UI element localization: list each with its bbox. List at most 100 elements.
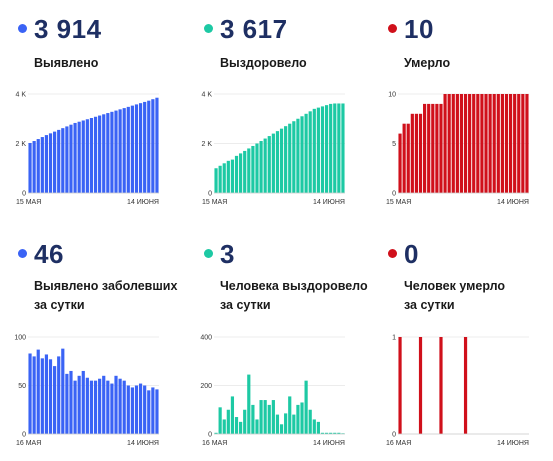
stat-label: Выздоровело [220,56,307,70]
bar [130,105,134,193]
bar [410,113,414,193]
bar [234,155,239,193]
bar [496,94,500,193]
bar [455,94,459,193]
y-tick-label: 0 [392,432,396,439]
chart-deaths: 10 5 015 МАЯ 14 ИЮНЯ [386,92,529,206]
y-tick-label: 200 [200,383,212,390]
panel-header: 0 [386,239,553,279]
panel-daily-deaths: 0 Человек умерло за сутки 1 0 16 МАЯ 14 ИЮН… [386,239,553,454]
bar [151,387,155,434]
bar [476,94,480,193]
bar [292,414,296,434]
chart-confirmed: 4 K 2 K 015 МАЯ 14 ИЮНЯ [15,92,159,206]
bar [337,103,341,193]
x-tick-label: 16 МАЯ [202,440,227,447]
bar [134,104,139,193]
bar [504,94,509,193]
bar [472,94,476,193]
bar [32,141,36,193]
bar [214,168,218,193]
bar [32,356,36,434]
bar [147,100,151,193]
stat-value: 10 [404,14,434,44]
bar [300,402,304,434]
bar [218,165,222,193]
bar [329,432,333,434]
bar [414,113,419,193]
bar [65,373,69,434]
bar [418,337,423,434]
bar [468,94,472,193]
bar [93,380,98,434]
bar [226,160,230,193]
bar [130,387,134,434]
bar [134,385,139,434]
chart-recovered: 4 K 2 K 015 МАЯ 14 ИЮНЯ [201,92,345,206]
x-tick-label: 14 ИЮНЯ [127,199,159,206]
bar [439,337,443,434]
bar [239,153,243,193]
y-tick-label: 400 [200,335,212,342]
series-dot-icon [204,24,213,33]
bar [267,404,271,434]
bar [508,94,513,193]
bar [239,421,243,434]
y-tick-label: 0 [22,191,26,198]
bar [308,409,312,434]
bar [247,374,251,434]
y-tick-label: 4 K [15,92,26,99]
panel-recovered: 3 617 Выздоровело 4 K 2 K 0 15 МАЯ 14 ИЮНЯ [201,14,377,214]
bar [48,133,53,193]
bar [459,94,464,193]
bar [271,400,275,434]
bar [44,354,49,434]
bar [155,97,159,193]
bar [118,109,122,193]
bar [329,103,333,193]
x-tick-label: 16 МАЯ [386,440,411,447]
bar [106,380,110,434]
panel-confirmed: 3 914 Выявлено 4 K 2 K 0 15 МАЯ 14 ИЮНЯ [15,14,191,214]
x-tick-label: 15 МАЯ [202,199,227,206]
bar [126,385,130,434]
x-tick-label: 14 ИЮНЯ [497,199,529,206]
chart-daily-deaths: 1 016 МАЯ 14 ИЮНЯ [386,335,529,447]
bar [77,121,81,193]
stat-value: 3 [220,239,235,269]
bar [222,163,226,193]
bar [118,378,122,434]
y-tick-label: 50 [18,383,26,390]
stat-value: 3 617 [220,14,288,44]
chart-daily-confirmed: 100 50 016 МАЯ 14 ИЮНЯ [14,335,159,447]
bar [267,136,271,193]
bar [402,123,406,193]
bar [418,113,423,193]
bar [28,353,32,434]
bar [122,380,126,434]
bar [57,129,61,193]
bar [73,122,77,193]
bar [226,409,230,434]
bar [284,413,288,434]
bar [48,359,53,434]
bar [304,380,308,434]
bar [300,116,304,193]
bar [517,94,521,193]
bar [333,432,337,434]
bar [230,396,235,434]
bar [337,432,341,434]
bar [308,111,312,193]
y-tick-label: 0 [208,432,212,439]
bar [102,114,106,193]
stat-label: Умерло [404,56,451,70]
series-dot-icon [204,249,213,258]
bar [143,101,147,193]
bar [234,417,239,434]
y-tick-label: 0 [22,432,26,439]
x-tick-label: 16 МАЯ [16,440,41,447]
bar [98,378,102,434]
bar [288,396,292,434]
series-dot-icon [388,249,397,258]
stat-label: Человека выздоровело [220,279,368,293]
